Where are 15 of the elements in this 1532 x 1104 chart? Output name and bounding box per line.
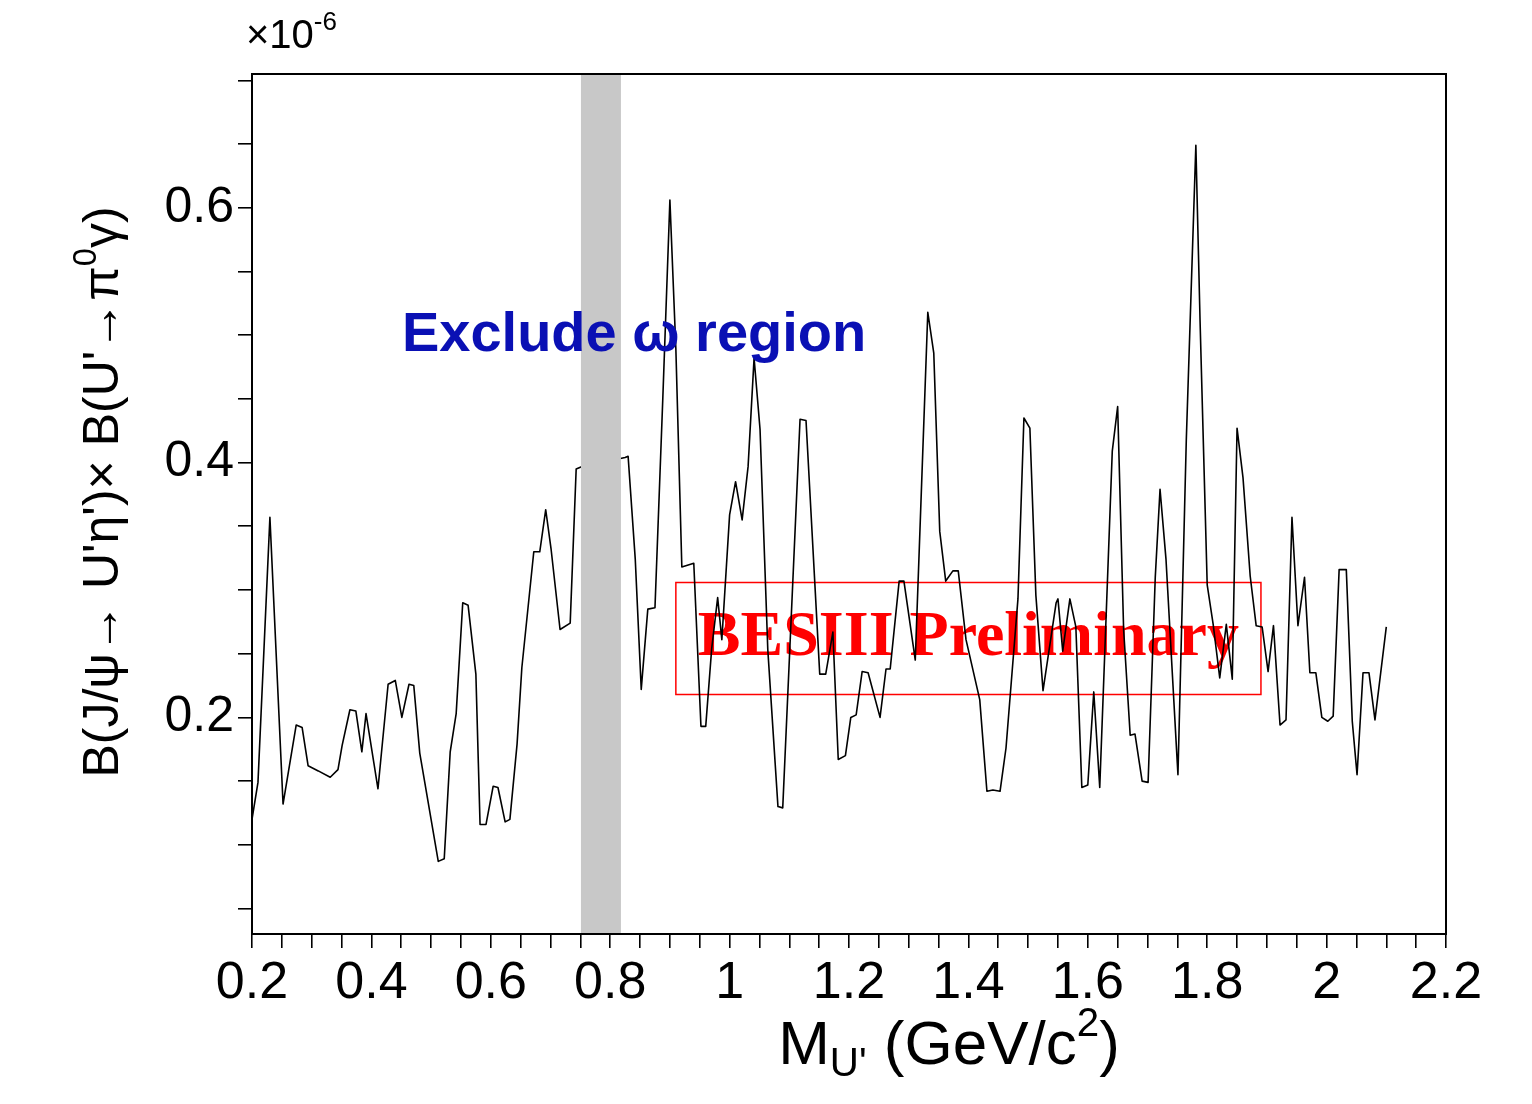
x-tick-label: 1 xyxy=(715,950,745,1009)
y-tick-label: 0.4 xyxy=(164,431,234,488)
x-tick-label: 2 xyxy=(1312,950,1342,1009)
y-tick-label: 0.2 xyxy=(164,686,234,743)
x-tick-label: 1.6 xyxy=(1051,950,1124,1009)
x-tick-label: 0.4 xyxy=(335,950,408,1009)
x-tick-label: 1.2 xyxy=(812,950,886,1009)
x-tick-label: 0.8 xyxy=(574,950,647,1009)
y-axis-title: B(J/ψ→ U'η')× B(U'→π0γ) xyxy=(66,206,129,778)
x-tick-label: 0.6 xyxy=(454,950,527,1009)
x-tick-label: 2.2 xyxy=(1409,950,1483,1009)
x-tick-label: 1.8 xyxy=(1171,950,1244,1009)
x-tick-label: 1.4 xyxy=(932,950,1005,1009)
y-tick-label: 0.6 xyxy=(164,176,234,233)
x-tick-label: 0.2 xyxy=(215,950,289,1009)
